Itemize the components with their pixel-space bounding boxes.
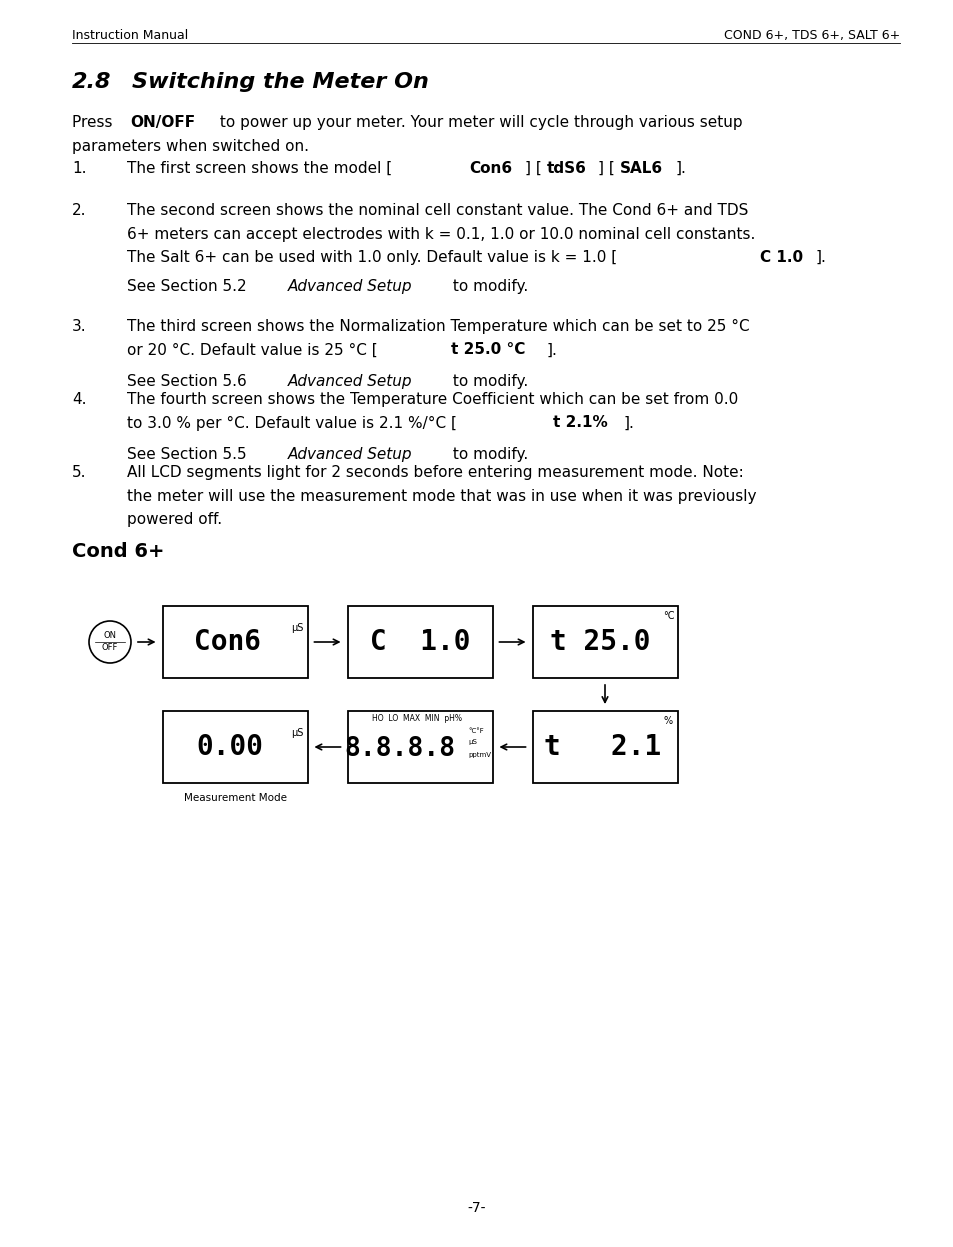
Bar xyxy=(532,606,677,678)
Text: Con6: Con6 xyxy=(469,161,512,176)
Text: Press: Press xyxy=(71,115,117,130)
Text: Instruction Manual: Instruction Manual xyxy=(71,29,188,42)
Text: Switching the Meter On: Switching the Meter On xyxy=(132,72,429,92)
Text: Cond 6+: Cond 6+ xyxy=(71,542,164,561)
Text: SAL6: SAL6 xyxy=(619,161,662,176)
Text: or 20 °C. Default value is 25 °C [: or 20 °C. Default value is 25 °C [ xyxy=(127,343,377,358)
Text: Measurement Mode: Measurement Mode xyxy=(183,793,286,803)
Text: The first screen shows the model [: The first screen shows the model [ xyxy=(127,161,392,176)
Text: pptmV: pptmV xyxy=(468,752,491,758)
Text: COND 6+, TDS 6+, SALT 6+: COND 6+, TDS 6+, SALT 6+ xyxy=(723,29,899,42)
Text: The Salt 6+ can be used with 1.0 only. Default value is k = 1.0 [: The Salt 6+ can be used with 1.0 only. D… xyxy=(127,249,617,266)
Text: 0.00: 0.00 xyxy=(196,733,263,761)
Text: 5.: 5. xyxy=(71,465,87,480)
Text: 4.: 4. xyxy=(71,392,87,407)
Text: C 1.0: C 1.0 xyxy=(759,249,801,266)
Text: The third screen shows the Normalization Temperature which can be set to 25 °C: The third screen shows the Normalization… xyxy=(127,319,749,334)
Text: ON: ON xyxy=(103,631,116,641)
Text: to 3.0 % per °C. Default value is 2.1 %/°C [: to 3.0 % per °C. Default value is 2.1 %/… xyxy=(127,415,456,430)
Text: 2.: 2. xyxy=(71,203,87,218)
Text: t 25.0 °C: t 25.0 °C xyxy=(450,343,524,358)
Text: ON/OFF: ON/OFF xyxy=(131,115,195,130)
Text: tdS6: tdS6 xyxy=(546,161,586,176)
Text: See Section 5.2: See Section 5.2 xyxy=(127,279,252,294)
Text: Advanced Setup: Advanced Setup xyxy=(288,446,412,461)
Text: ] [: ] [ xyxy=(524,161,541,176)
Text: C  1.0: C 1.0 xyxy=(370,628,470,656)
Text: The fourth screen shows the Temperature Coefficient which can be set from 0.0: The fourth screen shows the Temperature … xyxy=(127,392,738,407)
Text: ].: ]. xyxy=(815,249,825,266)
Text: µS: µS xyxy=(468,739,476,744)
Text: the meter will use the measurement mode that was in use when it was previously: the meter will use the measurement mode … xyxy=(127,489,756,504)
Text: Con6: Con6 xyxy=(193,628,260,656)
Text: HO  LO  MAX  MIN  pH%: HO LO MAX MIN pH% xyxy=(372,715,461,723)
Bar xyxy=(347,711,492,783)
Text: parameters when switched on.: parameters when switched on. xyxy=(71,138,309,153)
Text: ].: ]. xyxy=(623,415,634,430)
Bar xyxy=(347,606,492,678)
Text: Advanced Setup: Advanced Setup xyxy=(288,374,412,389)
Bar xyxy=(162,606,307,678)
Text: t   2.1: t 2.1 xyxy=(544,733,661,761)
Text: 6+ meters can accept electrodes with k = 0.1, 1.0 or 10.0 nominal cell constants: 6+ meters can accept electrodes with k =… xyxy=(127,227,755,242)
Text: °C°F: °C°F xyxy=(468,728,484,734)
Text: 1.: 1. xyxy=(71,161,87,176)
Text: All LCD segments light for 2 seconds before entering measurement mode. Note:: All LCD segments light for 2 seconds bef… xyxy=(127,465,743,480)
Text: to modify.: to modify. xyxy=(448,279,528,294)
Bar xyxy=(532,711,677,783)
Text: 3.: 3. xyxy=(71,319,87,334)
Text: See Section 5.5: See Section 5.5 xyxy=(127,446,252,461)
Text: Advanced Setup: Advanced Setup xyxy=(288,279,412,294)
Text: to power up your meter. Your meter will cycle through various setup: to power up your meter. Your meter will … xyxy=(214,115,741,130)
Text: 2.8: 2.8 xyxy=(71,72,112,92)
Text: 8.8.8.8: 8.8.8.8 xyxy=(344,736,456,762)
Text: to modify.: to modify. xyxy=(448,446,528,461)
Text: -7-: -7- xyxy=(467,1201,486,1215)
Text: ].: ]. xyxy=(546,343,557,358)
Text: OFF: OFF xyxy=(102,643,118,652)
Text: µS: µS xyxy=(292,624,304,633)
Text: µS: µS xyxy=(292,728,304,738)
Text: ].: ]. xyxy=(675,161,686,176)
Text: %: % xyxy=(662,716,672,726)
Text: The second screen shows the nominal cell constant value. The Cond 6+ and TDS: The second screen shows the nominal cell… xyxy=(127,203,747,218)
Text: °C: °C xyxy=(662,611,675,621)
Text: t 2.1%: t 2.1% xyxy=(552,415,607,430)
Text: t 25.0: t 25.0 xyxy=(549,628,650,656)
Bar xyxy=(162,711,307,783)
Text: See Section 5.6: See Section 5.6 xyxy=(127,374,252,389)
Text: powered off.: powered off. xyxy=(127,513,222,527)
Text: ] [: ] [ xyxy=(598,161,615,176)
Text: to modify.: to modify. xyxy=(448,374,528,389)
